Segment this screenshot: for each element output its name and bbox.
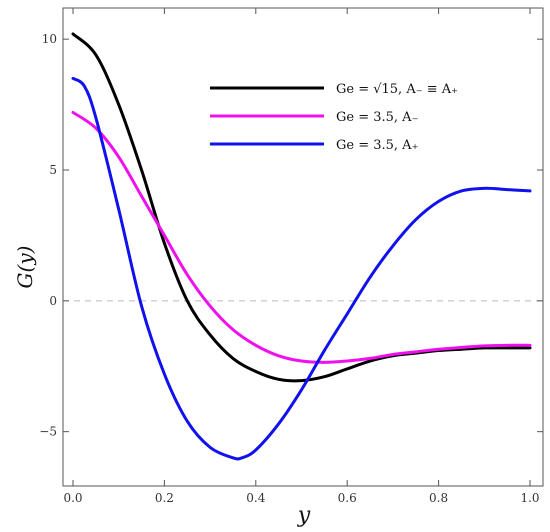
y-tick-label: −5 [39,425,57,439]
x-ticks: 0.0 0.2 0.4 0.6 0.8 1.0 [63,8,540,505]
y-ticks: −5 0 5 10 [39,32,543,439]
x-tick-label: 0.4 [246,491,265,505]
x-tick-label: 0.6 [338,491,357,505]
y-tick-label: 0 [49,294,57,308]
series-line-1 [71,32,532,383]
y-tick-label: 5 [49,163,57,177]
x-tick-label: 0.0 [63,491,82,505]
series-line-3 [71,76,532,461]
plot-frame [62,7,544,487]
legend-label-1: Ge = √15, A₋ ≡ A₊ [336,82,458,97]
legend: Ge = √15, A₋ ≡ A₊ Ge = 3.5, A₋ Ge = 3.5, A… [210,82,458,153]
x-axis-label: y [297,503,311,528]
legend-label-3: Ge = 3.5, A₊ [336,138,418,153]
series-line-2 [71,110,532,364]
legend-label-2: Ge = 3.5, A₋ [336,110,418,125]
y-tick-label: 10 [42,32,57,46]
x-tick-label: 0.2 [155,491,174,505]
x-tick-label: 1.0 [520,491,539,505]
x-tick-label: 0.8 [429,491,448,505]
series-lines [71,32,532,461]
y-axis-label: G(y) [13,246,37,289]
